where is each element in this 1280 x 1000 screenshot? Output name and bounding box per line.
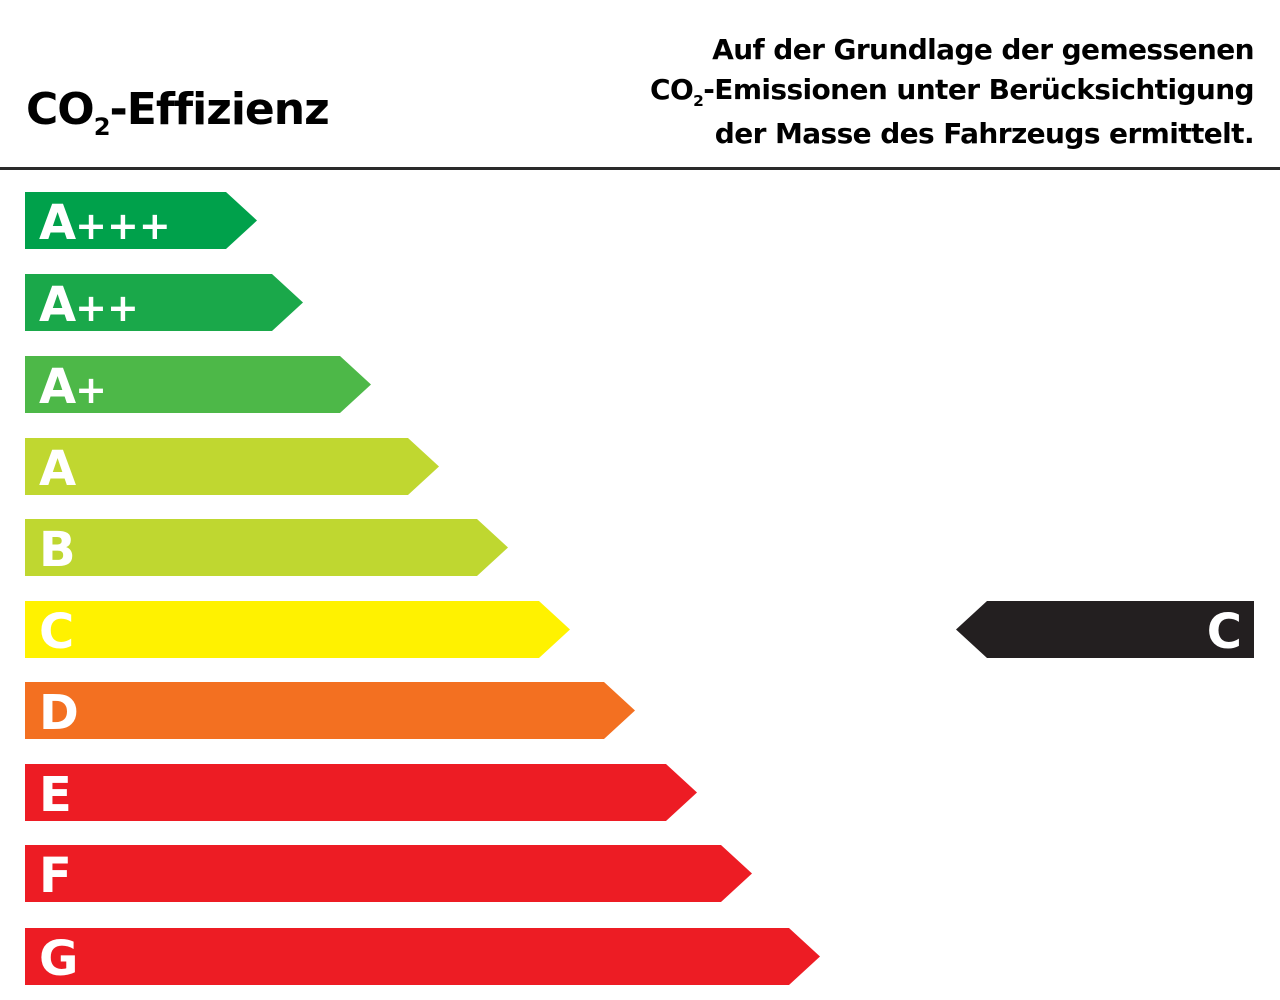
class-letter: E <box>39 767 72 823</box>
class-label: A++ <box>39 274 139 333</box>
efficiency-class-bar: A++ <box>25 274 303 333</box>
title-subscript: 2 <box>93 112 111 141</box>
efficiency-class-bar: C <box>25 601 570 660</box>
class-letter: D <box>39 685 79 741</box>
class-letter: B <box>39 522 76 578</box>
header-note: Auf der Grundlage der gemessenen CO2-Emi… <box>534 30 1255 154</box>
title-co: CO <box>26 84 95 135</box>
indicator-arrow <box>956 601 1254 658</box>
indicator-label: C <box>1206 604 1242 660</box>
class-arrow-shape <box>25 192 257 249</box>
class-arrow-shape <box>25 764 697 821</box>
efficiency-class-bar: B <box>25 519 508 578</box>
efficiency-class-bar: A+++ <box>25 192 257 251</box>
class-letter: A <box>39 441 76 497</box>
efficiency-class-bar: A+ <box>25 356 371 415</box>
class-label: F <box>39 845 72 904</box>
class-arrow-shape <box>25 519 508 576</box>
class-letter: G <box>39 931 78 987</box>
class-label: E <box>39 764 72 823</box>
title-rest: -Effizienz <box>109 84 330 135</box>
class-label: G <box>39 928 78 987</box>
note-rest: -Emissionen unter Berücksichtigung <box>703 73 1254 106</box>
class-letter: C <box>39 604 74 660</box>
efficiency-class-bar: D <box>25 682 635 741</box>
note-co: CO <box>650 73 694 106</box>
efficiency-class-bar: G <box>25 928 820 987</box>
note-subscript: 2 <box>693 91 704 110</box>
header-divider <box>0 167 1280 170</box>
class-arrow-shape <box>25 682 635 739</box>
class-letter: A <box>39 359 76 415</box>
class-arrow-shape <box>25 356 371 413</box>
class-arrow-shape <box>25 601 570 658</box>
class-arrow-shape <box>25 438 439 495</box>
efficiency-class-bar: E <box>25 764 697 823</box>
class-letter: F <box>39 848 72 904</box>
class-label: C <box>39 601 74 660</box>
class-arrow-shape <box>25 845 752 902</box>
class-label: D <box>39 682 79 741</box>
class-arrow-shape <box>25 928 820 985</box>
class-label: A+ <box>39 356 107 415</box>
class-plus: + <box>75 368 107 412</box>
class-plus: +++ <box>75 204 171 248</box>
rating-indicator: C <box>956 601 1254 660</box>
page-title: CO2-Effizienz <box>26 88 330 139</box>
efficiency-class-bar: F <box>25 845 752 904</box>
class-label: A <box>39 438 76 497</box>
class-letter: A <box>39 195 76 251</box>
class-label: A+++ <box>39 192 171 251</box>
class-arrow-shape <box>25 274 303 331</box>
class-label: B <box>39 519 76 578</box>
class-plus: ++ <box>75 286 139 330</box>
class-letter: A <box>39 277 76 333</box>
note-line-1: Auf der Grundlage der gemessenen <box>712 33 1254 66</box>
efficiency-class-bar: A <box>25 438 439 497</box>
note-line-2: CO2-Emissionen unter Berücksichtigung <box>534 70 1255 114</box>
note-line-3: der Masse des Fahrzeugs ermittelt. <box>714 117 1255 150</box>
